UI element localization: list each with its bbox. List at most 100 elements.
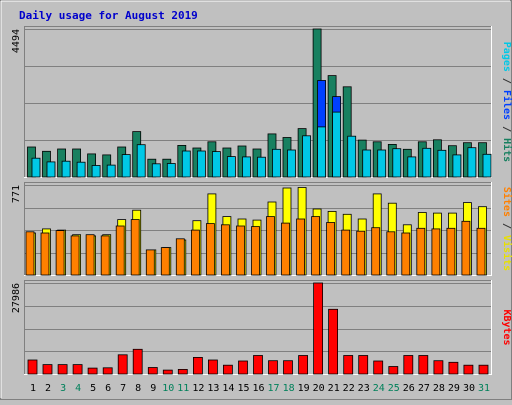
bar-sites-day-24: [371, 227, 381, 276]
bar-sites-day-1: [25, 231, 35, 276]
bar-pages-day-27: [422, 147, 432, 178]
x-tick-label-day-8: 8: [135, 383, 141, 394]
bar-sites-day-25: [386, 231, 396, 276]
x-tick-label-day-7: 7: [120, 383, 126, 394]
bar-kbytes-day-16: [253, 355, 263, 375]
x-tick-label-day-27: 27: [418, 383, 430, 394]
bar-kbytes-day-27: [418, 355, 429, 375]
panel-hits-files-pages: 4494 Pages / Files / Hits: [11, 26, 512, 178]
bar-sites-day-20: [311, 216, 321, 276]
bar-sites-day-11: [175, 238, 185, 276]
legend-part: KBytes: [501, 309, 512, 345]
bar-kbytes-day-1: [27, 359, 38, 375]
bar-sites-day-29: [446, 227, 456, 276]
bar-pages-day-31: [482, 153, 492, 178]
bar-pages-day-25: [392, 148, 402, 178]
panel-kbytes: 27986 KBytes: [11, 280, 512, 375]
x-axis-day-labels: 1 2 3 4 5 6 7 8 9 10 11 12 13 14 15 16 17 18 19 20 21 22 23 24 2…: [30, 383, 490, 394]
bar-kbytes-day-15: [238, 360, 248, 375]
y-max-label: 4494: [11, 29, 22, 53]
bar-pages-day-18: [287, 149, 296, 178]
bar-sites-day-14: [220, 224, 230, 276]
legend-part: Sites: [501, 187, 512, 217]
bar-sites-day-30: [461, 220, 471, 276]
bar-sites-day-18: [281, 222, 290, 276]
x-tick-label-day-9: 9: [150, 383, 156, 394]
bar-pages-day-17: [272, 148, 281, 178]
bar-pages-day-1: [31, 157, 41, 178]
bar-kbytes-day-19: [298, 355, 309, 375]
x-tick-label-day-28: 28: [433, 383, 445, 394]
bar-kbytes-day-21: [328, 308, 339, 375]
x-tick-label-day-20: 20: [313, 383, 325, 394]
bar-kbytes-day-3: [57, 364, 68, 375]
bar-sites-day-21: [326, 222, 336, 276]
x-tick-label-day-19: 19: [298, 383, 310, 394]
bar-kbytes-day-23: [358, 355, 369, 375]
bar-kbytes-day-6: [102, 367, 113, 375]
bar-pages-day-8: [136, 144, 146, 178]
y-max-label: 771: [11, 185, 22, 203]
bar-sites-day-17: [266, 216, 275, 276]
x-tick-label-day-10: 10: [162, 383, 174, 394]
bar-kbytes-day-7: [117, 354, 128, 375]
bar-kbytes-day-10: [162, 369, 173, 375]
x-tick-label-day-30: 30: [463, 383, 475, 394]
bar-sites-day-27: [416, 227, 426, 276]
bar-sites-day-10: [160, 247, 170, 276]
bar-kbytes-day-4: [72, 364, 83, 375]
x-tick-label-day-25: 25: [388, 383, 400, 394]
bar-pages-day-30: [467, 147, 477, 178]
bar-sites-day-31: [476, 227, 486, 276]
bar-sites-day-26: [401, 232, 411, 276]
legend-part: /: [501, 72, 512, 90]
bar-pages-day-13: [211, 151, 221, 178]
bar-kbytes-day-17: [268, 360, 278, 375]
x-tick-label-day-4: 4: [75, 383, 81, 394]
x-tick-label-day-24: 24: [373, 383, 385, 394]
bar-sites-day-12: [190, 229, 200, 276]
x-tick-label-day-22: 22: [343, 383, 355, 394]
bar-kbytes-day-8: [132, 348, 143, 375]
x-tick-label-day-5: 5: [90, 383, 96, 394]
bar-kbytes-day-12: [192, 356, 203, 375]
x-tick-label-day-23: 23: [358, 383, 370, 394]
bar-pages-day-5: [91, 165, 101, 178]
bar-pages-day-4: [76, 161, 86, 178]
bar-kbytes-day-30: [463, 364, 474, 375]
bar-pages-day-3: [61, 160, 71, 178]
panel-visits-sites: 771 Sites / Visits: [11, 182, 512, 276]
bar-kbytes-day-14: [222, 364, 233, 375]
bar-sites-day-7: [115, 225, 125, 276]
bar-sites-day-13: [205, 223, 215, 276]
bar-kbytes-day-24: [373, 360, 384, 375]
series-sites: [25, 216, 486, 276]
bar-pages-day-2: [46, 161, 56, 178]
legend-part: Visits: [501, 235, 512, 271]
y-max-label: 27986: [11, 283, 22, 313]
x-tick-label-day-17: 17: [267, 383, 279, 394]
x-tick-label-day-11: 11: [177, 383, 189, 394]
bar-kbytes-day-31: [478, 364, 489, 375]
bar-pages-day-24: [377, 149, 387, 178]
bar-kbytes-day-2: [42, 364, 53, 375]
x-tick-label-day-16: 16: [252, 383, 264, 394]
bar-kbytes-day-26: [403, 355, 414, 375]
series-legend-label: KBytes: [501, 309, 512, 345]
bar-pages-day-20: [317, 126, 327, 178]
bar-pages-day-12: [196, 150, 206, 178]
x-tick-label-day-21: 21: [328, 383, 340, 394]
bar-sites-day-2: [40, 232, 50, 276]
bar-pages-day-11: [181, 150, 191, 178]
series-legend-label: Pages / Files / Hits: [501, 42, 512, 162]
bar-pages-day-7: [121, 154, 131, 178]
x-tick-label-day-18: 18: [283, 383, 295, 394]
bar-kbytes-day-5: [87, 367, 98, 375]
x-tick-label-day-2: 2: [45, 383, 51, 394]
bar-kbytes-day-13: [207, 359, 218, 375]
x-tick-label-day-14: 14: [222, 383, 234, 394]
bar-pages-day-15: [242, 156, 251, 178]
legend-part: Files: [501, 90, 512, 120]
bar-pages-day-9: [151, 163, 161, 178]
bar-sites-day-23: [356, 230, 366, 276]
